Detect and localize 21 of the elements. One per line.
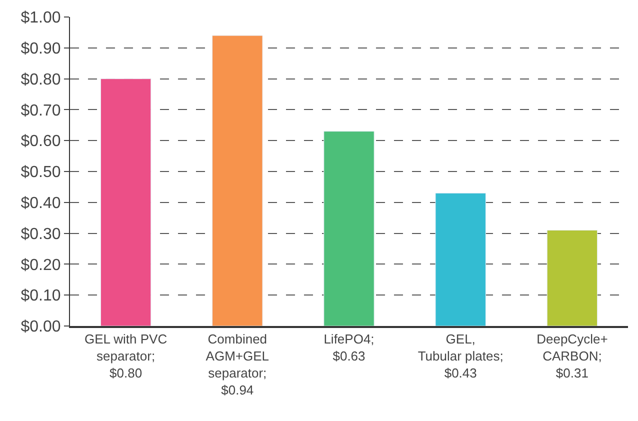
- y-tick-label: $0.50: [20, 164, 61, 182]
- y-tick-label: $0.90: [20, 40, 61, 58]
- y-tick-label: $1.00: [20, 10, 61, 27]
- x-tick-label: GEL with PVC separator; $0.80: [84, 332, 168, 380]
- x-tick-label: Combined AGM+GEL separator; $0.94: [206, 332, 270, 398]
- y-tick-label: $0.00: [20, 318, 61, 336]
- y-tick-label: $0.70: [20, 102, 61, 120]
- bar: [546, 230, 598, 326]
- bar: [324, 131, 374, 326]
- x-tick-label: GEL, Tubular plates; $0.43: [418, 332, 504, 380]
- y-tick-label: $0.40: [20, 195, 61, 212]
- bar: [435, 192, 486, 326]
- y-tick-label: $0.10: [20, 288, 61, 305]
- x-tick-label: LifePO4; $0.63: [324, 332, 374, 364]
- y-tick-label: $0.60: [20, 133, 61, 150]
- bar: [100, 78, 152, 326]
- x-tick-label: DeepCycle+ CARBON; $0.31: [536, 332, 608, 380]
- y-tick-label: $0.80: [20, 71, 61, 88]
- y-tick-label: $0.20: [20, 256, 61, 274]
- y-tick-label: $0.30: [20, 226, 61, 243]
- bar: [212, 35, 263, 326]
